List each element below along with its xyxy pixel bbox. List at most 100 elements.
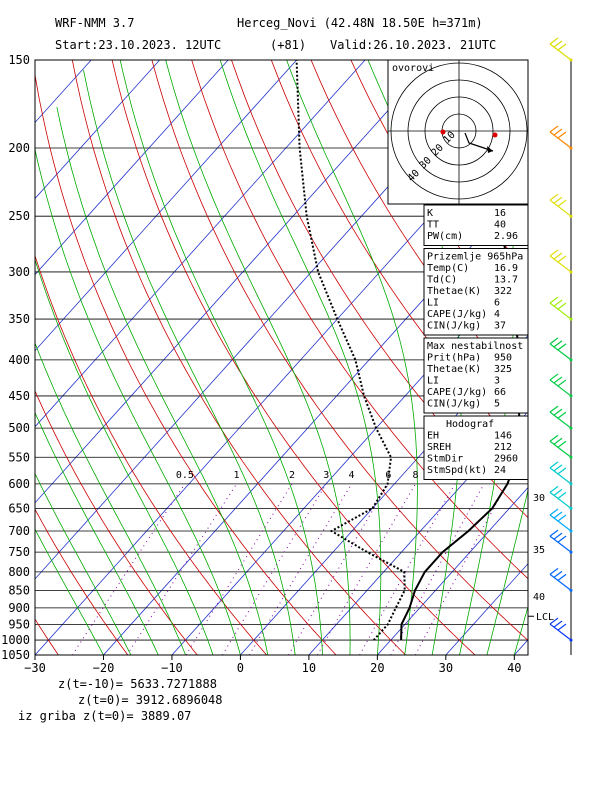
index-name: CIN(J/kg) (427, 321, 481, 332)
forecast-offset: (+81) (270, 38, 306, 52)
wind-barb-flag (549, 337, 559, 345)
index-value: 16.9 (494, 263, 518, 274)
index-name: StmSpd(kt) (427, 465, 487, 476)
wind-barb-flag (553, 620, 563, 628)
mixing-ratio-line (71, 483, 186, 655)
pressure-tick-label: 700 (8, 524, 30, 538)
hodograph-trace (464, 132, 494, 152)
index-name: CIN(J/kg) (427, 399, 481, 410)
index-value: 40 (494, 220, 506, 231)
wind-barb-dot (569, 550, 573, 554)
dry-adiabat (71, 60, 406, 655)
moist-adiabat (83, 69, 296, 655)
temp-tick-label: −20 (93, 661, 115, 675)
wind-barb-dot (569, 270, 573, 274)
wind-barb-flag (553, 570, 563, 578)
wind-barb-flag (557, 514, 567, 522)
dry-adiabat (35, 389, 198, 655)
dry-adiabat (550, 60, 600, 655)
mixing-ratio-line (126, 483, 238, 655)
moist-adiabat (35, 147, 241, 655)
pressure-tick-label: 900 (8, 601, 30, 615)
temp-tick-label: 10 (302, 661, 316, 675)
moist-adiabat (165, 60, 351, 655)
moist-adiabat (219, 60, 382, 655)
wind-barb (549, 255, 572, 273)
moist-adiabat (119, 60, 323, 655)
index-name: LI (427, 298, 439, 309)
dry-adiabat (231, 60, 528, 519)
pressure-tick-label: 350 (8, 312, 30, 326)
index-value: 212 (494, 442, 512, 453)
storm-motion-left (440, 129, 446, 135)
index-block (423, 248, 529, 336)
temp-tick-label: 40 (507, 661, 521, 675)
wind-barb-flag (549, 617, 559, 625)
mixing-ratio-line (414, 483, 508, 655)
pressure-tick-label: 150 (8, 53, 30, 67)
index-block (423, 337, 529, 414)
wind-barb-flag (553, 511, 563, 519)
isotherm-line (35, 60, 297, 352)
index-name: Temp(C) (427, 263, 469, 274)
wind-side-label: 40 (533, 592, 545, 603)
index-name: Td(C) (427, 275, 457, 286)
isotherm-line (103, 182, 528, 655)
wind-barb (549, 535, 572, 553)
wind-barb (549, 623, 572, 641)
mixing-ratio-line (221, 483, 327, 655)
index-value: 13.7 (494, 275, 518, 286)
temp-tick-label: −30 (24, 661, 46, 675)
wind-barb-flag (553, 128, 563, 136)
index-name: Thetae(K) (427, 286, 481, 297)
wind-barb-flag (557, 411, 567, 419)
index-name: CAPE(J/kg) (427, 387, 487, 398)
moist-adiabat (56, 107, 269, 655)
pressure-tick-label: 450 (8, 389, 30, 403)
index-value: 4 (494, 309, 500, 320)
wind-barb-dot (569, 394, 573, 398)
isotherm-line (377, 487, 528, 655)
temp-tick-label: −10 (161, 661, 183, 675)
wind-barb-flag (557, 379, 567, 387)
pressure-tick-label: 750 (8, 545, 30, 559)
wind-barb-flag (549, 567, 559, 575)
wind-side-label: 35 (533, 545, 545, 556)
pressure-tick-label: 250 (8, 209, 30, 223)
index-name: EH (427, 431, 439, 442)
wind-barb-dot (569, 506, 573, 510)
wind-barb-dot (569, 588, 573, 592)
moist-adiabat (35, 258, 214, 655)
wind-barb-flag (553, 252, 563, 260)
axes: 1502002503003504004505005506006507007508… (1, 53, 529, 675)
pressure-tick-label: 500 (8, 421, 30, 435)
index-value: 66 (494, 387, 506, 398)
wind-barb-flag (553, 488, 563, 496)
temp-tick-label: 0 (237, 661, 244, 675)
mixing-ratio-line (288, 483, 389, 655)
dry-adiabat (35, 254, 267, 655)
wind-barb-dot (569, 529, 573, 533)
index-value: 2.96 (494, 231, 518, 242)
wind-barb-dot (569, 482, 573, 486)
mixing-ratio-label: 8 (412, 470, 418, 481)
wind-barb-flag (549, 529, 559, 537)
wind-barb (549, 411, 572, 429)
index-value: 146 (494, 431, 512, 442)
dry-adiabat (270, 60, 528, 458)
index-block-title: Max nestabilnost (427, 341, 523, 352)
moist-adiabat (35, 528, 104, 655)
isotherm-line (35, 60, 160, 200)
wind-barb-flag (553, 408, 563, 416)
wind-barb-dot (569, 58, 573, 62)
model-title: WRF-NMM 3.7 (55, 16, 134, 30)
wind-barb (549, 302, 572, 320)
wind-barb-flag (557, 623, 567, 631)
pressure-tick-label: 1050 (1, 648, 30, 662)
wind-barb-flag (553, 464, 563, 472)
index-block (423, 415, 529, 480)
wind-barb-dot (569, 455, 573, 459)
isotherm-line (308, 410, 528, 655)
footer-line-1: z(t=-10)= 5633.7271888 (58, 677, 217, 691)
